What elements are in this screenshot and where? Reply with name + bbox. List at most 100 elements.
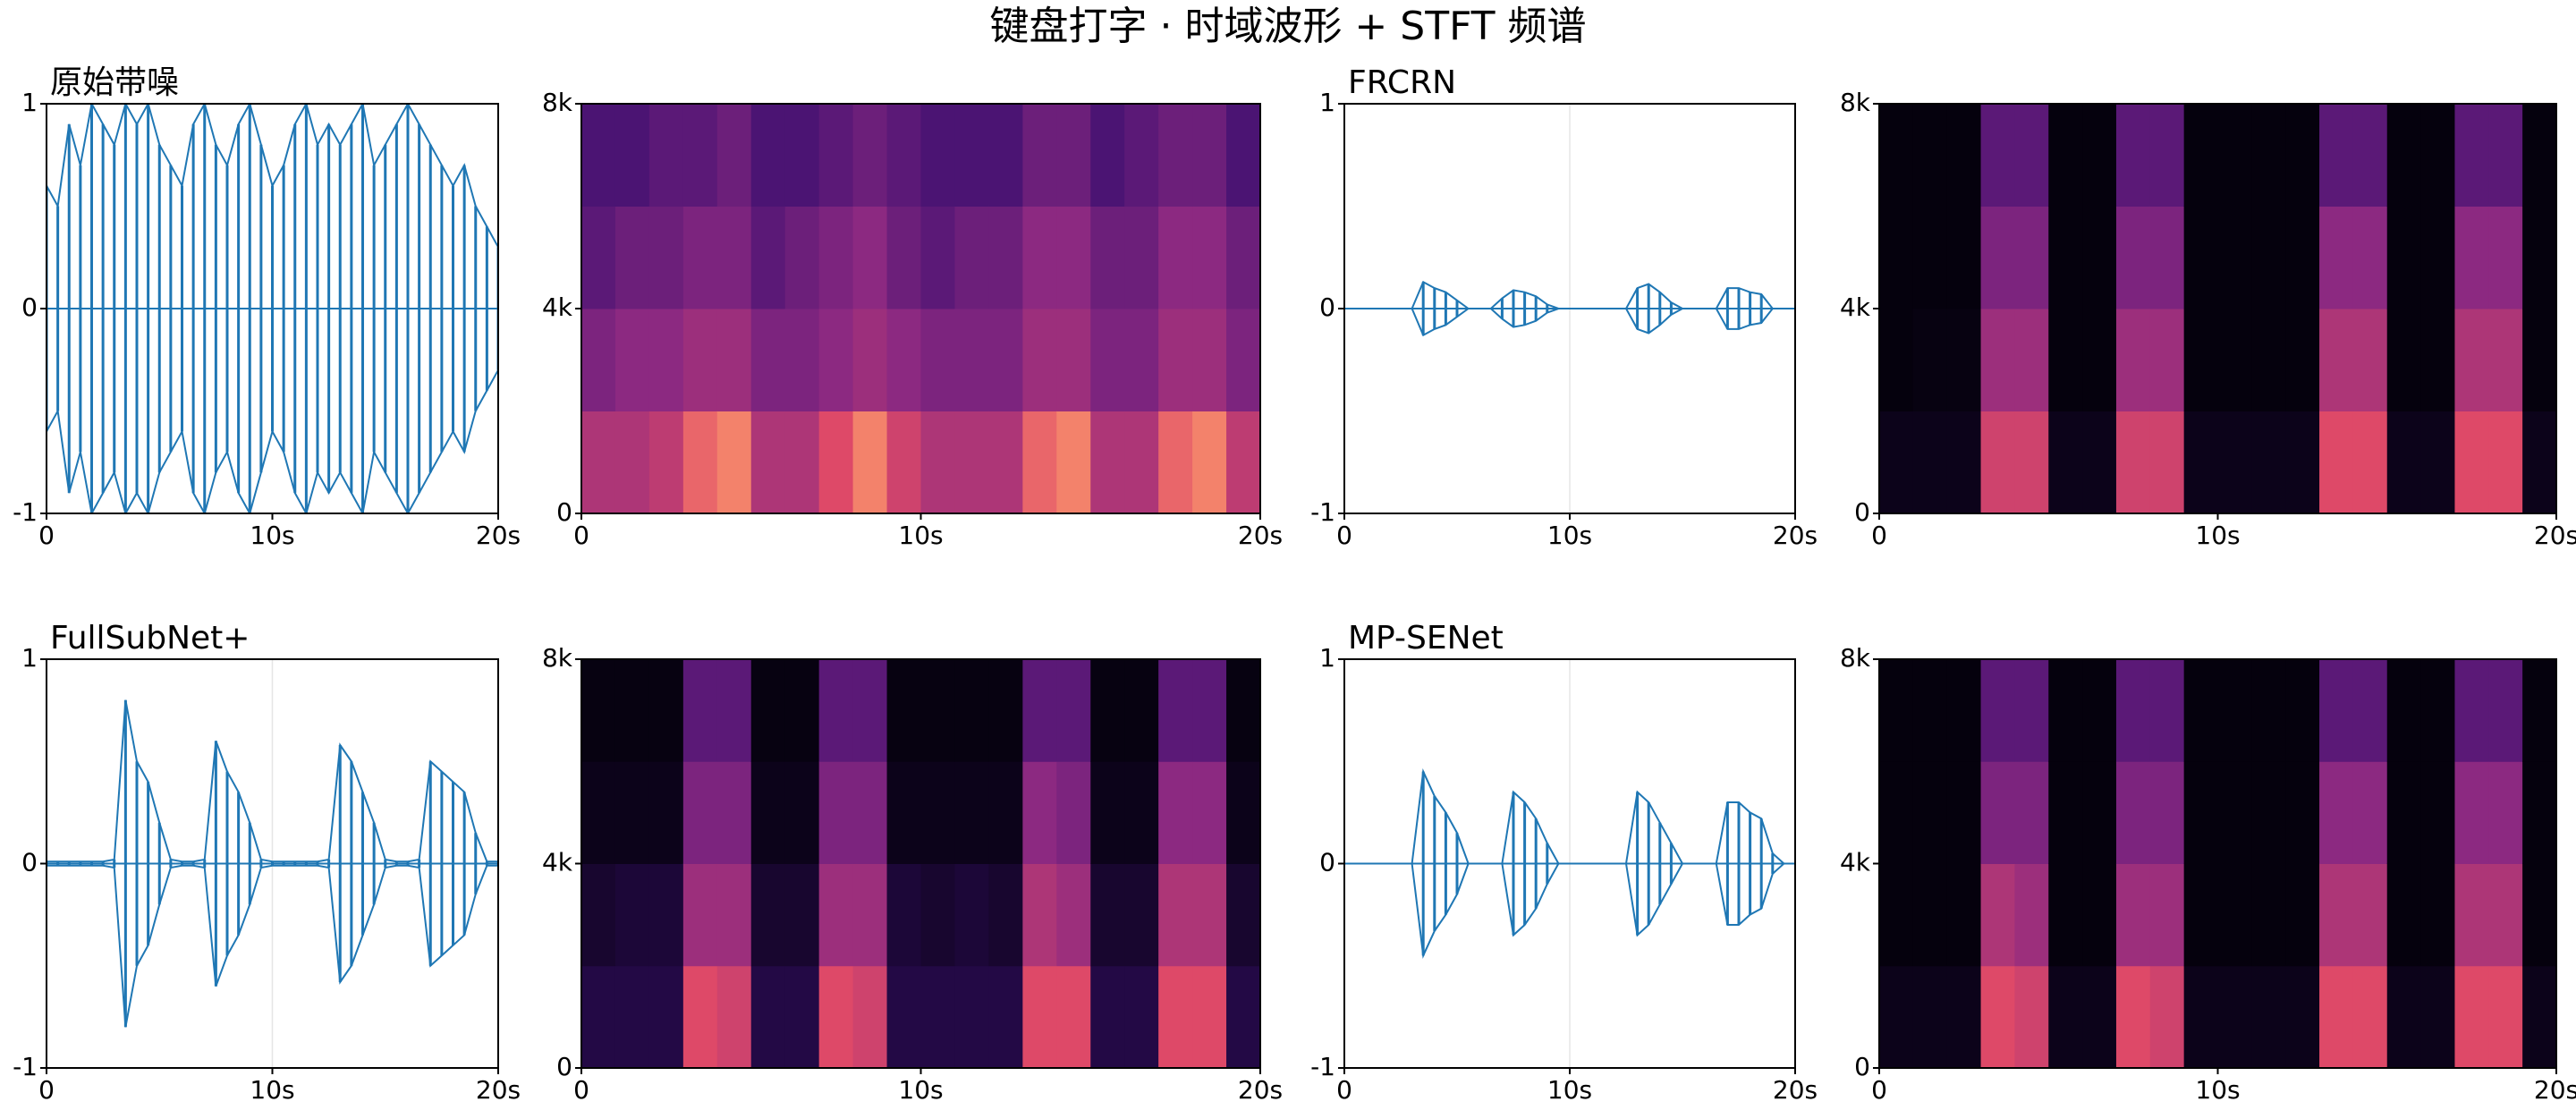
heatmap-cell [2319,965,2354,1068]
heatmap-cell [886,965,921,1068]
x-tick-label: 20s [1773,1075,1818,1105]
heatmap-cell [1124,863,1159,967]
heatmap-cell [2149,411,2185,513]
heatmap-cell [852,659,888,762]
heatmap-cell [1226,411,1260,513]
heatmap-cell [1946,411,1982,513]
heatmap-cell [750,965,786,1068]
heatmap-cell [2149,104,2185,207]
heatmap-cell [1192,104,1227,207]
heatmap-cell [648,659,684,762]
heatmap-cell [581,309,616,411]
panel: 0 10s 20s 0 4k 8k [1840,88,2576,550]
heatmap-cell [886,309,921,411]
heatmap-cell [920,761,955,864]
heatmap-cell [2319,206,2354,309]
heatmap-cell [1124,965,1159,1068]
heatmap-cell [1912,104,1948,207]
heatmap-cell [1090,659,1125,762]
heatmap-cell [1158,309,1193,411]
heatmap-cell [988,761,1023,864]
heatmap-cell [1090,761,1125,864]
heatmap-cell [1056,965,1091,1068]
heatmap-cell [818,206,854,309]
heatmap-cell [1124,206,1159,309]
heatmap-cell [2386,965,2422,1068]
x-tick-label: 20s [1238,1075,1283,1105]
heatmap-cell [2522,965,2556,1068]
heatmap-cell [648,411,684,513]
heatmap-cell [2149,863,2185,967]
heatmap-cell [2014,863,2049,967]
heatmap-cell [750,659,786,762]
heatmap-cell [2488,965,2523,1068]
heatmap-cell [1158,206,1193,309]
heatmap-cell [1158,863,1193,967]
heatmap-cell [886,761,921,864]
heatmap-cell [1879,659,1914,762]
heatmap-cell [886,659,921,762]
heatmap-cell [2319,104,2354,207]
heatmap-cell [2522,659,2556,762]
heatmap-cell [2183,206,2218,309]
heatmap-cell [1912,761,1948,864]
heatmap-cell [2082,411,2117,513]
heatmap-cell [2386,104,2422,207]
x-tick-label: 20s [476,521,521,550]
y-tick-label: 4k [542,848,573,877]
heatmap-cell [2420,104,2455,207]
heatmap-cell [1879,863,1914,967]
heatmap-cell [954,411,989,513]
heatmap-cell [682,863,718,967]
heatmap-cell [920,206,955,309]
y-tick-label: 1 [1319,643,1335,673]
heatmap-cell [2285,206,2320,309]
heatmap-cell [2285,761,2320,864]
heatmap-cell [682,411,718,513]
heatmap-cell [1022,411,1057,513]
x-tick-label: 0 [573,521,589,550]
heatmap-cell [581,965,616,1068]
heatmap-cell [1124,761,1159,864]
heatmap-cell [1090,965,1125,1068]
heatmap-cell [2183,104,2218,207]
y-tick-label: 1 [21,643,38,673]
x-tick-label: 0 [1336,521,1352,550]
heatmap-cell [2420,309,2455,411]
y-tick-label: 4k [1840,848,1871,877]
x-tick-label: 20s [1773,521,1818,550]
heatmap-cell [750,863,786,967]
heatmap-cell [988,206,1023,309]
heatmap-cell [954,863,989,967]
heatmap-cell [2319,863,2354,967]
heatmap-cell [1980,659,2015,762]
heatmap-cell [2014,411,2049,513]
heatmap-cell [1056,206,1091,309]
waveform-lower [1344,308,1795,337]
heatmap-cell [2048,659,2083,762]
heatmap-cell [1022,863,1057,967]
heatmap-cell [2149,309,2185,411]
y-tick-label: 0 [1854,1052,1870,1081]
heatmap-cell [614,659,650,762]
heatmap-cell [1158,965,1193,1068]
x-tick-label: 0 [38,521,55,550]
heatmap-cell [2352,411,2388,513]
heatmap-cell [1192,761,1227,864]
heatmap-cell [852,863,888,967]
heatmap-cell [2420,411,2455,513]
heatmap-cell [2115,965,2151,1068]
heatmap-cell [1980,761,2015,864]
heatmap-cell [2319,411,2354,513]
heatmap-cell [2082,965,2117,1068]
heatmap-cell [2115,761,2151,864]
heatmap-cell [784,411,820,513]
heatmap-cell [784,309,820,411]
heatmap-cell [1226,659,1260,762]
heatmap-cell [2048,411,2083,513]
heatmap-cell [2386,863,2422,967]
heatmap-cell [2420,761,2455,864]
heatmap-cell [1192,309,1227,411]
